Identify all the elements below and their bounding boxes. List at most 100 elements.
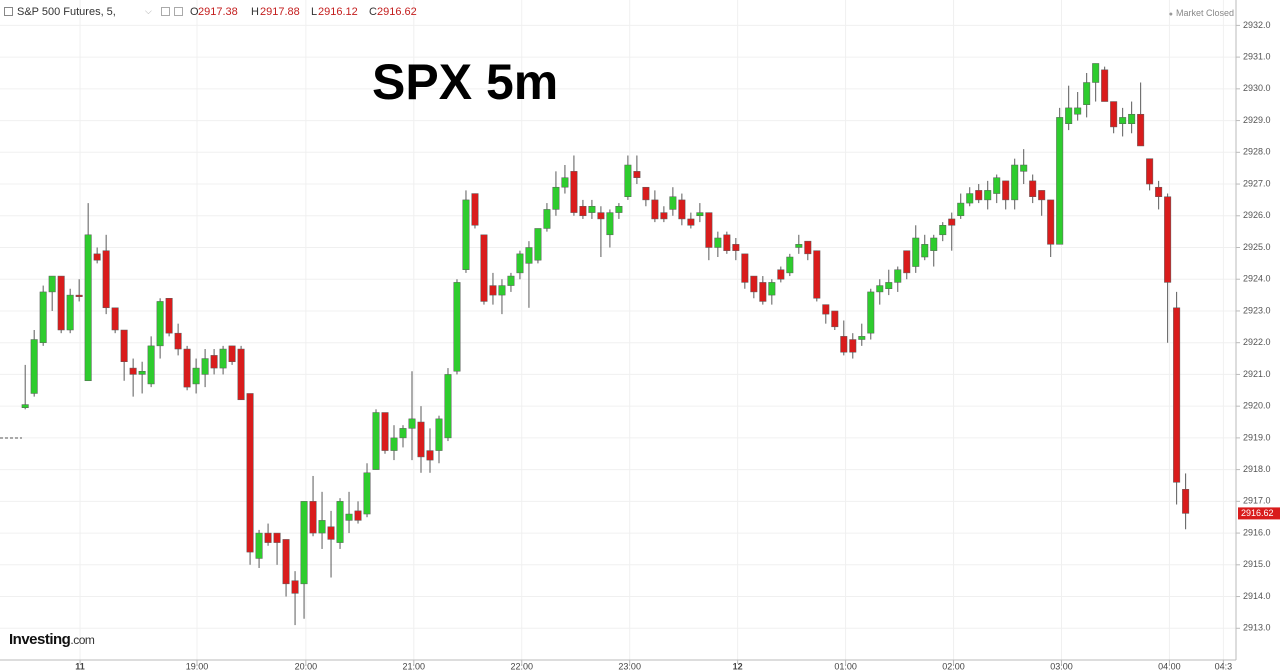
candle-body [1101, 69, 1109, 102]
candle-body [579, 206, 587, 217]
candle-body [300, 501, 308, 585]
candle-body [453, 282, 461, 372]
candle-body [327, 526, 335, 540]
candle-body [714, 237, 722, 248]
candle-body [975, 190, 983, 201]
candle-body [894, 269, 902, 283]
candle-body [876, 285, 884, 293]
candle-body [444, 374, 452, 439]
x-tick-label: 04:3 [1215, 661, 1233, 671]
candle-body [489, 285, 497, 296]
candle-body [462, 199, 470, 270]
x-tick-label: 12 [733, 661, 743, 671]
candle-body [723, 234, 731, 251]
logo-brand: Investing [9, 631, 71, 648]
candles [21, 63, 1190, 626]
y-tick-label: 2918.0 [1243, 464, 1271, 474]
candle-body [552, 186, 560, 210]
collapse-icon[interactable] [4, 7, 13, 16]
y-tick-label: 2916.0 [1243, 527, 1271, 537]
candle-body [534, 228, 542, 261]
candle-body [1173, 307, 1181, 483]
candle-body [1128, 113, 1136, 124]
candle-body [1146, 158, 1154, 185]
y-tick-label: 2930.0 [1243, 83, 1271, 93]
dropdown-icon[interactable]: ⌵ [145, 6, 152, 16]
y-tick-label: 2913.0 [1243, 623, 1271, 633]
open-value: 2917.38 [198, 6, 238, 18]
candle-body [741, 253, 749, 283]
candle-body [903, 250, 911, 274]
candle-body [948, 218, 956, 226]
candle-body [822, 304, 830, 315]
candle-body [57, 275, 65, 331]
candle-body [516, 253, 524, 274]
candle-body [1002, 180, 1010, 201]
x-tick-label: 22:00 [510, 661, 533, 671]
candle-body [273, 532, 281, 543]
candle-body [48, 275, 56, 293]
x-tick-label: 20:00 [295, 661, 318, 671]
y-tick-label: 2926.0 [1243, 210, 1271, 220]
candle-body [624, 164, 632, 197]
candle-body [183, 348, 191, 388]
candle-body [588, 206, 596, 213]
candle-body [408, 418, 416, 429]
close-icon[interactable] [174, 7, 183, 16]
candle-body [498, 285, 506, 296]
candle-body [1020, 164, 1028, 172]
candle-body [345, 513, 353, 521]
x-tick-label: 02:00 [942, 661, 965, 671]
y-tick-label: 2914.0 [1243, 591, 1271, 601]
grid [0, 0, 1236, 660]
candle-body [957, 202, 965, 217]
candle-body [147, 345, 155, 385]
candle-body [417, 421, 425, 458]
candle-body [390, 437, 398, 451]
y-tick-label: 2931.0 [1243, 51, 1271, 61]
candle-body [813, 250, 821, 299]
candle-body [669, 196, 677, 210]
y-tick-label: 2924.0 [1243, 274, 1271, 284]
candle-body [642, 186, 650, 201]
candle-body [633, 171, 641, 178]
candle-body [939, 225, 947, 236]
candle-body [1083, 82, 1091, 105]
x-tick-label: 19:00 [186, 661, 209, 671]
candle-body [831, 310, 839, 328]
x-tick-label: 23:00 [618, 661, 641, 671]
candle-body [1155, 186, 1163, 197]
logo[interactable]: Investing.com [9, 631, 95, 648]
x-tick-label: 04:00 [1158, 661, 1181, 671]
candle-body [426, 450, 434, 461]
candle-body [606, 212, 614, 236]
candle-body [1011, 164, 1019, 201]
candle-body [21, 404, 29, 408]
y-tick-label: 2921.0 [1243, 369, 1271, 379]
candle-body [570, 171, 578, 213]
candle-body [264, 532, 272, 543]
logo-domain: .com [70, 633, 95, 647]
candle-body [84, 234, 92, 382]
y-tick-label: 2927.0 [1243, 178, 1271, 188]
candle-body [1182, 489, 1190, 514]
y-tick-label: 2915.0 [1243, 559, 1271, 569]
candle-body [480, 234, 488, 302]
candle-body [543, 209, 551, 229]
y-tick-label: 2920.0 [1243, 401, 1271, 411]
settings-icon[interactable] [161, 7, 170, 16]
candle-body [930, 237, 938, 251]
candle-body [39, 291, 47, 343]
y-tick-label: 2925.0 [1243, 242, 1271, 252]
candle-body [1074, 107, 1082, 115]
candle-body [615, 206, 623, 213]
candle-body [705, 212, 713, 248]
last-price-label: 2916.62 [1241, 508, 1274, 518]
candle-body [984, 190, 992, 201]
x-tick-label: 03:00 [1050, 661, 1073, 671]
candle-body [966, 193, 974, 204]
candle-body [219, 348, 227, 369]
candle-body [507, 275, 515, 286]
